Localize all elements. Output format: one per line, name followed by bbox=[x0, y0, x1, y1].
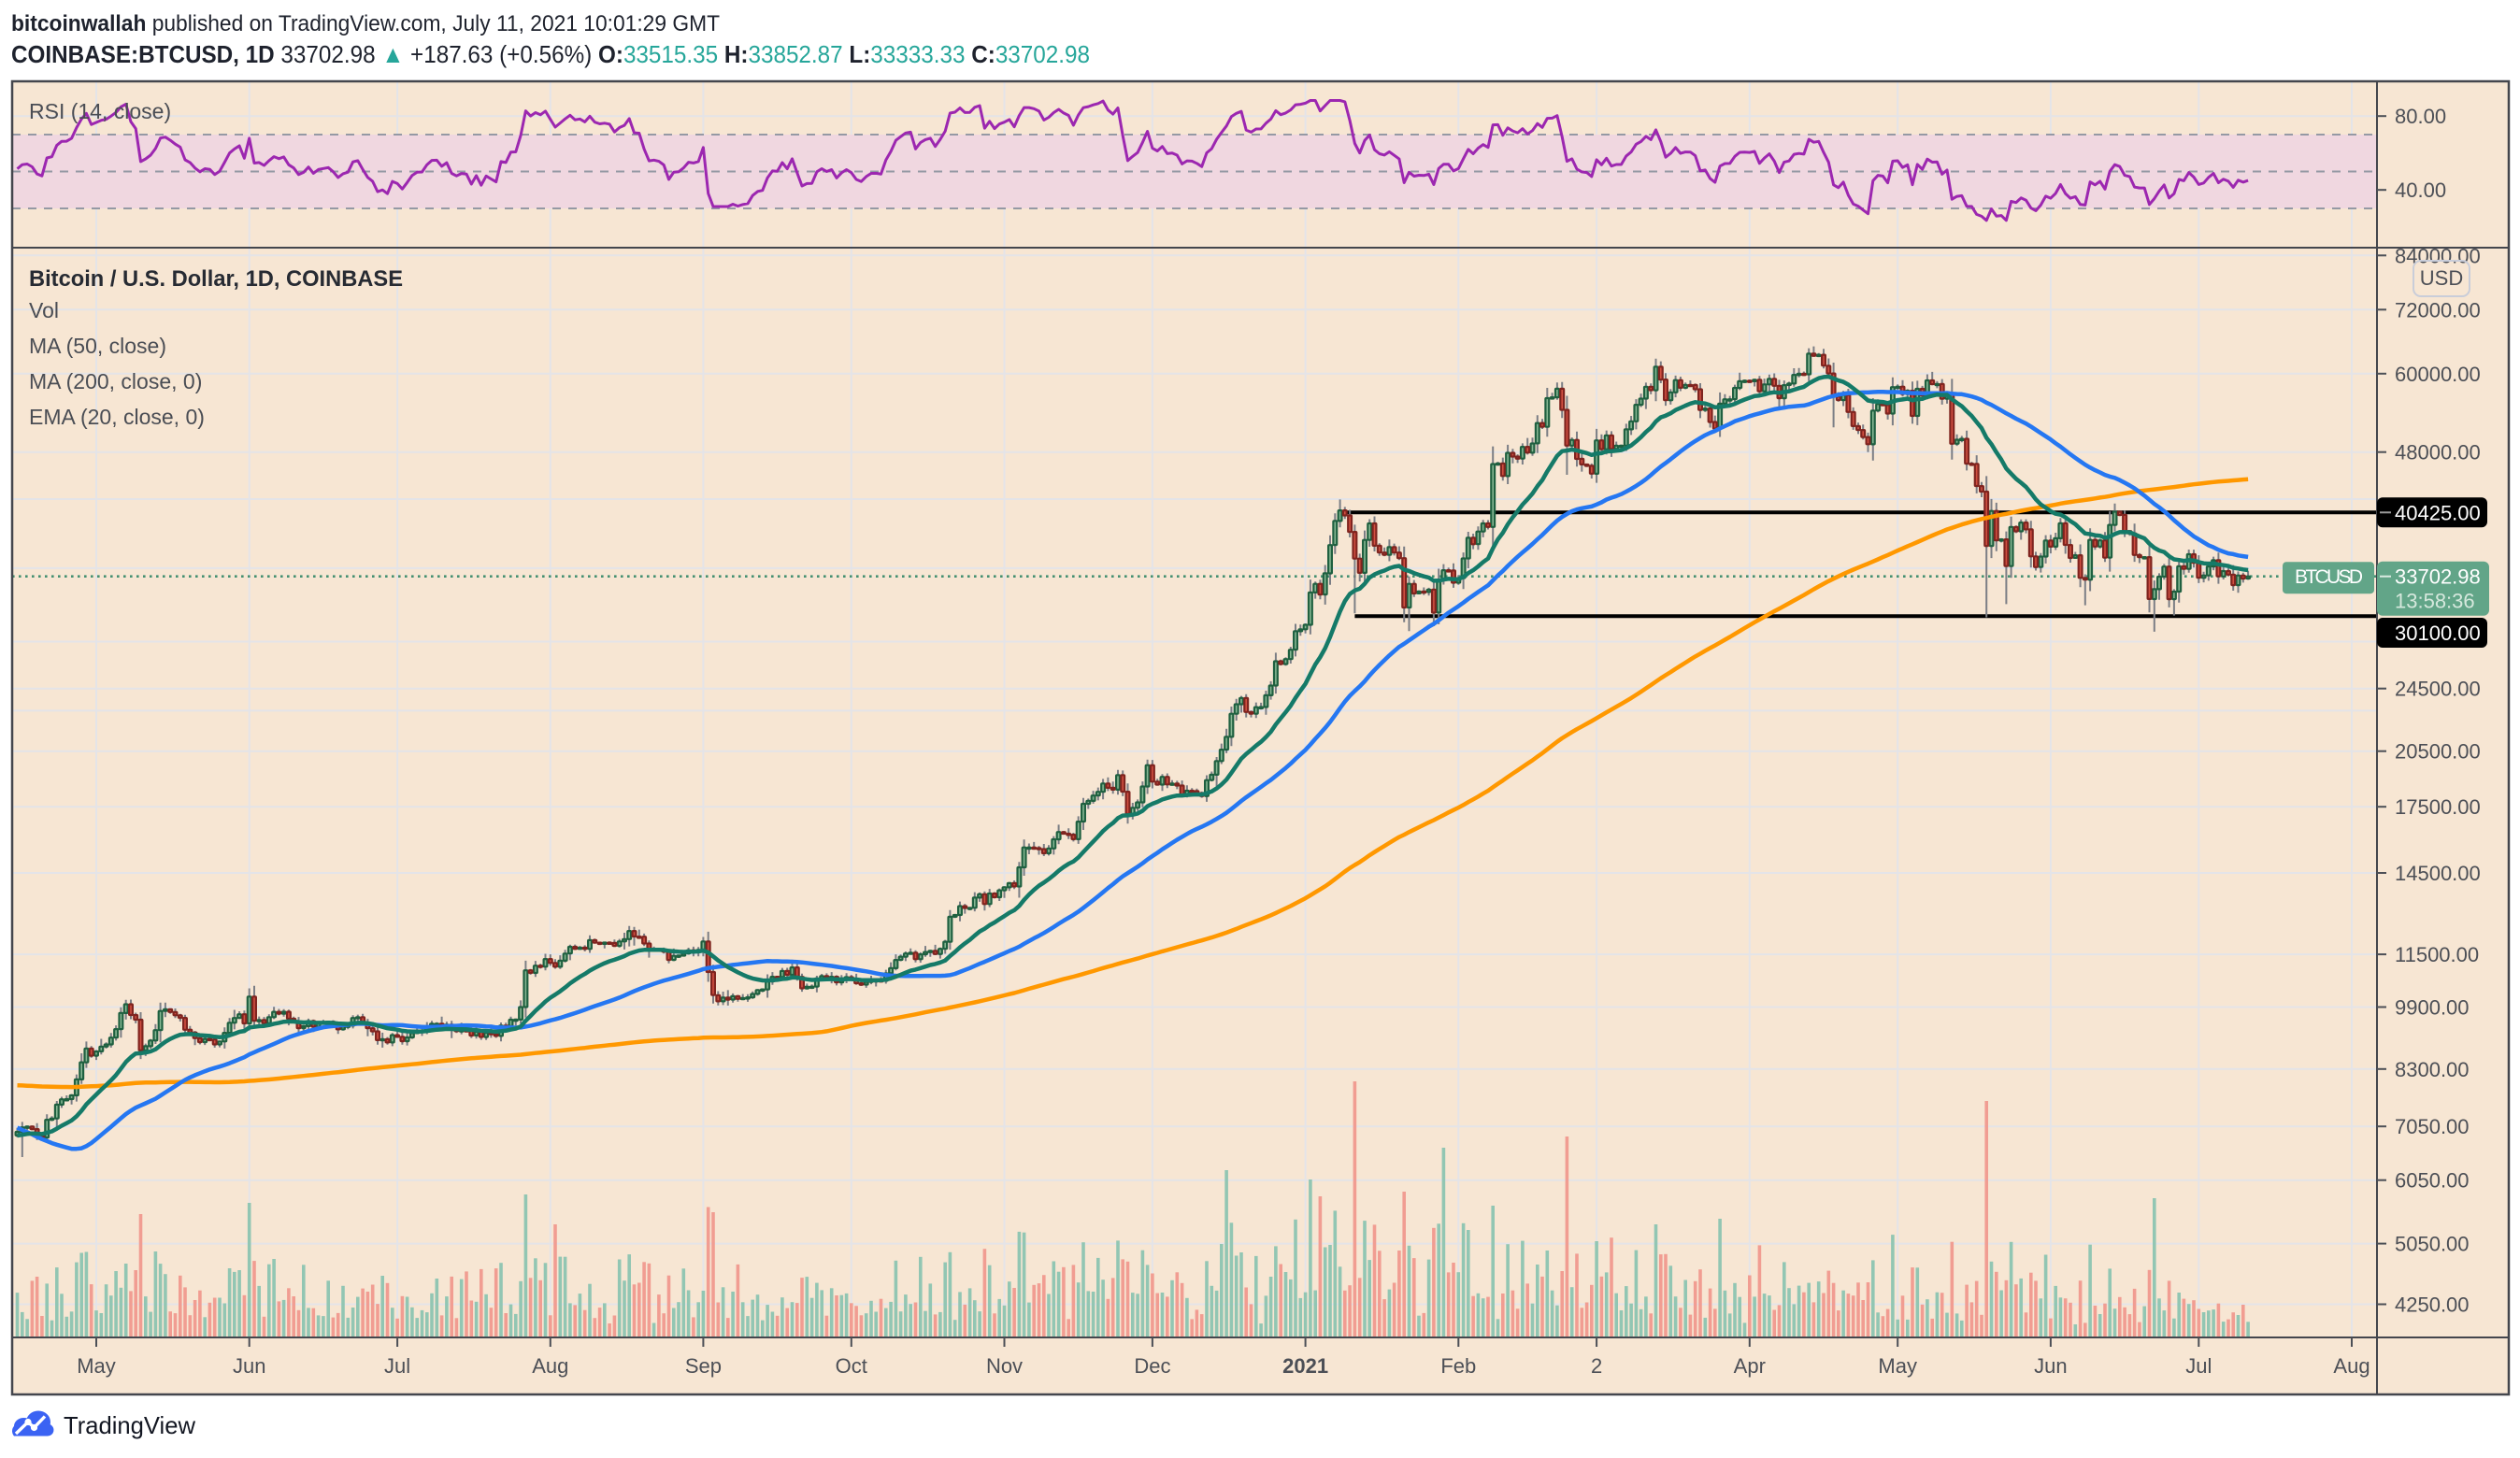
svg-text:Jul: Jul bbox=[384, 1354, 410, 1378]
svg-text:MA (200, close, 0): MA (200, close, 0) bbox=[29, 369, 202, 393]
svg-text:Apr: Apr bbox=[1734, 1354, 1766, 1378]
svg-text:EMA (20, close, 0): EMA (20, close, 0) bbox=[29, 405, 205, 429]
svg-text:May: May bbox=[77, 1354, 116, 1378]
svg-text:Vol: Vol bbox=[29, 298, 59, 322]
svg-text:8300.00: 8300.00 bbox=[2395, 1058, 2470, 1081]
svg-text:84000.00: 84000.00 bbox=[2395, 244, 2481, 267]
svg-text:Jul: Jul bbox=[2185, 1354, 2212, 1378]
svg-text:7050.00: 7050.00 bbox=[2395, 1115, 2470, 1138]
svg-text:RSI (14, close): RSI (14, close) bbox=[29, 99, 171, 123]
svg-text:BTCUSD: BTCUSD bbox=[2295, 566, 2363, 588]
svg-text:bitcoinwallah published on Tra: bitcoinwallah published on TradingView.c… bbox=[11, 11, 720, 36]
svg-text:COINBASE:BTCUSD, 1D 33702.98: COINBASE:BTCUSD, 1D 33702.98 ▲ +187.63 (… bbox=[11, 40, 1090, 68]
svg-text:Feb: Feb bbox=[1440, 1354, 1476, 1378]
svg-text:Jun: Jun bbox=[2034, 1354, 2067, 1378]
svg-text:80.00: 80.00 bbox=[2395, 105, 2446, 128]
svg-text:30100.00: 30100.00 bbox=[2395, 622, 2481, 645]
svg-text:9900.00: 9900.00 bbox=[2395, 996, 2470, 1020]
svg-text:Aug: Aug bbox=[2333, 1354, 2370, 1378]
svg-text:14500.00: 14500.00 bbox=[2395, 862, 2481, 885]
svg-text:40.00: 40.00 bbox=[2395, 179, 2446, 202]
svg-text:48000.00: 48000.00 bbox=[2395, 441, 2481, 465]
svg-text:2021: 2021 bbox=[1282, 1354, 1328, 1378]
svg-text:Dec: Dec bbox=[1134, 1354, 1170, 1378]
svg-text:Aug: Aug bbox=[532, 1354, 568, 1378]
svg-text:60000.00: 60000.00 bbox=[2395, 363, 2481, 386]
svg-text:May: May bbox=[1878, 1354, 1917, 1378]
svg-text:17500.00: 17500.00 bbox=[2395, 795, 2481, 819]
svg-text:4250.00: 4250.00 bbox=[2395, 1294, 2470, 1317]
svg-text:2: 2 bbox=[1591, 1354, 1602, 1378]
svg-text:5050.00: 5050.00 bbox=[2395, 1233, 2470, 1256]
svg-text:40425.00: 40425.00 bbox=[2395, 501, 2481, 524]
svg-text:Jun: Jun bbox=[233, 1354, 265, 1378]
svg-text:TradingView: TradingView bbox=[64, 1411, 195, 1439]
svg-text:24500.00: 24500.00 bbox=[2395, 678, 2481, 701]
svg-text:Bitcoin / U.S. Dollar, 1D, COI: Bitcoin / U.S. Dollar, 1D, COINBASE bbox=[29, 266, 403, 292]
svg-text:6050.00: 6050.00 bbox=[2395, 1169, 2470, 1193]
svg-text:Nov: Nov bbox=[986, 1354, 1023, 1378]
svg-text:USD: USD bbox=[2420, 266, 2463, 290]
svg-text:72000.00: 72000.00 bbox=[2395, 298, 2481, 322]
svg-text:13:58:36: 13:58:36 bbox=[2395, 590, 2475, 613]
svg-text:20500.00: 20500.00 bbox=[2395, 740, 2481, 764]
svg-text:Sep: Sep bbox=[685, 1354, 722, 1378]
svg-text:33702.98: 33702.98 bbox=[2395, 565, 2481, 589]
svg-text:11500.00: 11500.00 bbox=[2395, 943, 2479, 966]
svg-text:Oct: Oct bbox=[836, 1354, 867, 1378]
svg-text:MA (50, close): MA (50, close) bbox=[29, 334, 166, 358]
